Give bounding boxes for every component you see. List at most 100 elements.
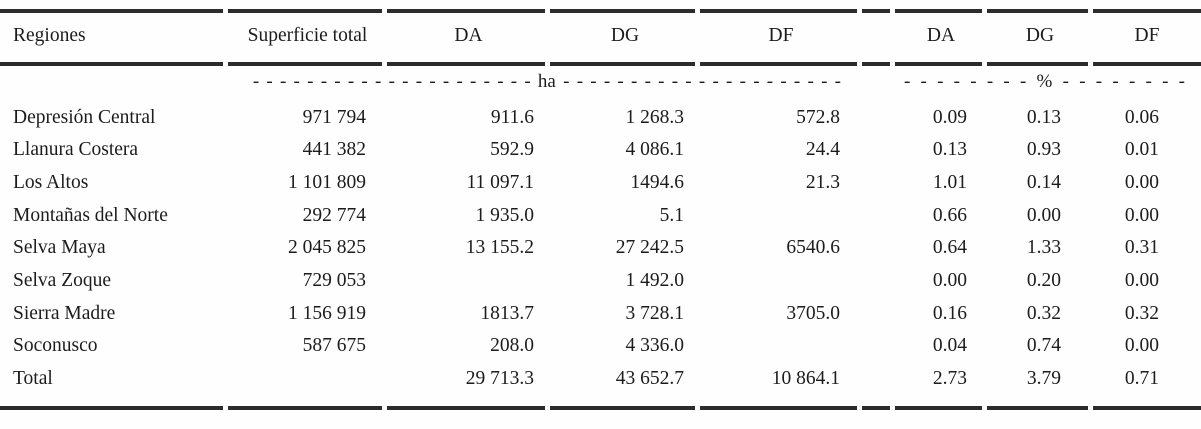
table-row: Sierra Madre 1 156 919 1813.7 3 728.1 3705.0… [0,297,1201,330]
cell-region: Depresión Central [13,106,156,128]
units-empty-cell [0,62,228,101]
table-top-rule [0,9,1201,13]
cell-dg-ha: 43 652.7 [615,368,684,390]
table-row: Total 29 713.3 43 652.7 10 864.1 2.73 3.79 0.7… [0,363,1201,396]
cell-dg-pct: 0.20 [1026,270,1061,292]
cell-dg-ha: 1494.6 [630,171,684,193]
cell-dg-ha: 1 268.3 [625,106,685,128]
cell-superficie: 2 045 825 [288,237,366,259]
cell-superficie: 971 794 [302,106,366,128]
table-row: Depresión Central 971 794 911.6 1 268.3 572.… [0,101,1201,134]
table-body: Depresión Central 971 794 911.6 1 268.3 572.… [0,101,1201,395]
cell-da-ha: 911.6 [490,106,534,128]
cell-da-ha: 11 097.1 [466,171,534,193]
cell-df-pct: 0.31 [1124,237,1159,259]
cell-df-pct: 0.06 [1124,106,1159,128]
cell-da-pct: 0.64 [932,237,967,259]
cell-da-ha [387,264,550,297]
cell-da-ha: 29 713.3 [465,368,534,390]
cell-df-ha: 572.8 [796,106,840,128]
cell-dg-ha: 3 728.1 [625,302,685,324]
spacer-cell [862,297,895,330]
cell-superficie: 441 382 [302,139,366,161]
cell-da-ha: 592.9 [490,139,534,161]
spacer-cell [862,134,895,167]
cell-df-pct: 0.32 [1124,302,1159,324]
cell-region: Soconusco [13,335,98,357]
cell-da-pct: 0.09 [932,106,967,128]
cell-superficie: 1 156 919 [288,302,366,324]
cell-dg-ha: 4 086.1 [625,139,685,161]
cell-dg-pct: 1.33 [1026,237,1061,259]
table-header-row: Regiones Superficie total DA DG DF DA DG… [0,10,1201,62]
table-row: Los Altos 1 101 809 11 097.1 1494.6 21.3 1.01… [0,166,1201,199]
spacer-cell [862,264,895,297]
spacer-cell [862,101,895,134]
col-header-spacer [862,10,895,62]
cell-df-pct: 0.00 [1124,335,1159,357]
cell-df-ha [700,330,862,363]
spacer-cell [862,363,895,396]
col-header-dg-pct: DG [1025,25,1055,47]
cell-superficie: 729 053 [302,270,366,292]
cell-df-pct: 0.00 [1124,270,1159,292]
cell-dg-pct: 0.13 [1026,106,1061,128]
cell-da-ha: 208.0 [490,335,534,357]
col-header-df-ha: DF [768,25,794,47]
cell-df-ha: 3705.0 [786,302,840,324]
cell-da-pct: 0.00 [932,270,967,292]
cell-region: Llanura Costera [13,139,139,161]
cell-dg-ha: 4 336.0 [625,335,685,357]
table-bottom-rule [0,406,1201,410]
cell-da-pct: 0.66 [932,204,967,226]
cell-df-ha: 21.3 [805,171,840,193]
cell-da-pct: 2.73 [932,368,967,390]
cell-df-pct: 0.01 [1124,139,1159,161]
cell-superficie: 292 774 [302,204,366,226]
cell-df-ha [700,264,862,297]
cell-df-ha: 24.4 [805,139,840,161]
cell-dg-ha: 5.1 [659,204,684,226]
table-row: Selva Maya 2 045 825 13 155.2 27 242.5 6540.… [0,232,1201,265]
spacer-cell [862,232,895,265]
cell-region: Sierra Madre [13,302,116,324]
cell-df-ha [700,199,862,232]
cell-dg-pct: 3.79 [1026,368,1061,390]
units-row: - - - - - - - - - - - - - - - - - - - - … [0,62,1201,101]
cell-dg-pct: 0.74 [1026,335,1061,357]
cell-dg-pct: 0.93 [1026,139,1061,161]
cell-da-ha: 13 155.2 [465,237,534,259]
col-header-da-ha: DA [454,25,483,47]
cell-region: Los Altos [13,171,89,193]
cell-da-pct: 0.04 [932,335,967,357]
cell-df-ha: 10 864.1 [771,368,840,390]
table-row: Soconusco 587 675 208.0 4 336.0 0.04 0.74 0.00 [0,330,1201,363]
cell-dg-ha: 27 242.5 [615,237,684,259]
table-row: Montañas del Norte 292 774 1 935.0 5.1 0.66 0… [0,199,1201,232]
cell-region: Selva Maya [13,237,106,259]
cell-dg-pct: 0.14 [1026,171,1061,193]
cell-df-pct: 0.71 [1124,368,1159,390]
cell-df-pct: 0.00 [1124,171,1159,193]
cell-dg-ha: 1 492.0 [625,270,685,292]
table-header-rule [0,62,1201,66]
spacer-cell [862,330,895,363]
cell-da-pct: 1.01 [932,171,967,193]
cell-da-ha: 1813.7 [480,302,534,324]
spacer-cell [862,199,895,232]
col-header-dg-ha: DG [610,25,640,47]
cell-superficie [228,363,387,396]
col-header-df-pct: DF [1134,25,1160,47]
cell-superficie: 587 675 [302,335,366,357]
cell-superficie: 1 101 809 [288,171,366,193]
col-header-da-pct: DA [926,25,956,47]
spacer-cell [862,166,895,199]
cell-dg-pct: 0.32 [1026,302,1061,324]
cell-da-ha: 1 935.0 [475,204,535,226]
cell-region: Montañas del Norte [13,204,168,226]
cell-da-pct: 0.16 [932,302,967,324]
cell-dg-pct: 0.00 [1026,204,1061,226]
cell-region: Selva Zoque [13,270,112,292]
col-header-superficie: Superficie total [247,25,368,47]
cell-region: Total [13,368,53,390]
